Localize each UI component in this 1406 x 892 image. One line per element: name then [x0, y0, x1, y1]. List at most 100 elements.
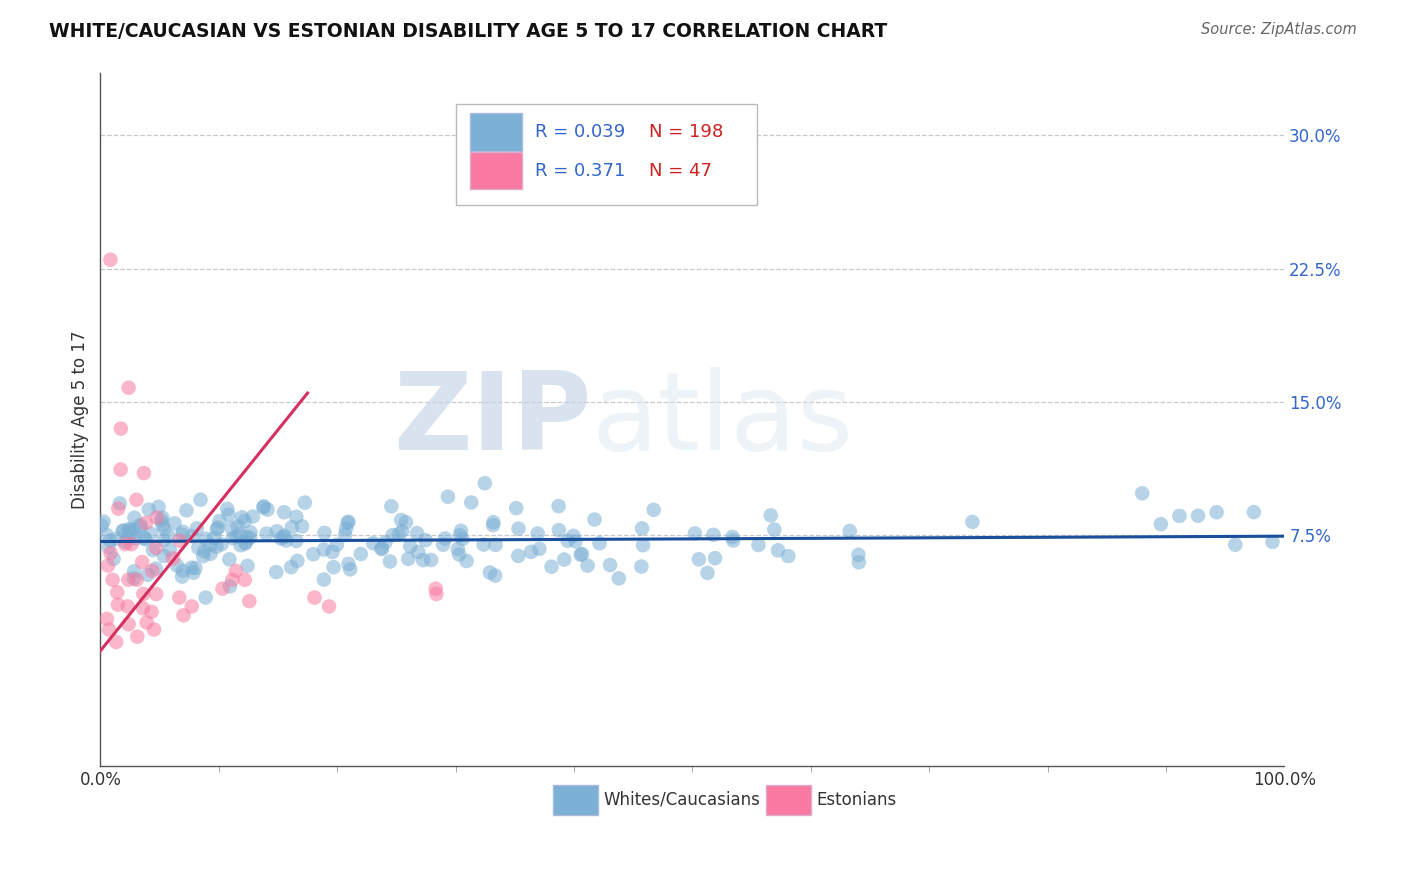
Point — [696, 566, 718, 580]
Point — [389, 513, 412, 527]
Point — [526, 526, 548, 541]
Point — [153, 522, 176, 536]
Point — [233, 573, 256, 587]
Point — [478, 566, 501, 580]
Point — [388, 527, 411, 541]
Point — [236, 530, 259, 544]
Point — [312, 573, 335, 587]
Point — [101, 573, 124, 587]
Point — [631, 521, 654, 535]
Point — [163, 516, 186, 531]
Point — [285, 509, 308, 524]
Point — [122, 565, 145, 579]
Point — [200, 547, 222, 561]
Point — [838, 524, 860, 538]
Point — [607, 571, 630, 585]
Point — [131, 555, 153, 569]
Point — [150, 513, 173, 527]
Point — [569, 548, 592, 562]
Point — [114, 537, 136, 551]
Point — [121, 537, 143, 551]
Point — [562, 529, 585, 543]
Point — [406, 526, 429, 541]
Point — [460, 495, 482, 509]
Point — [361, 536, 384, 550]
Text: WHITE/CAUCASIAN VS ESTONIAN DISABILITY AGE 5 TO 17 CORRELATION CHART: WHITE/CAUCASIAN VS ESTONIAN DISABILITY A… — [49, 22, 887, 41]
Point — [143, 623, 166, 637]
Point — [205, 540, 228, 554]
Point — [631, 538, 654, 552]
Point — [132, 587, 155, 601]
Point — [211, 537, 233, 551]
Point — [380, 500, 402, 514]
Point — [766, 543, 789, 558]
Point — [152, 533, 174, 547]
Point — [1261, 535, 1284, 549]
Point — [553, 552, 575, 566]
Point — [456, 554, 478, 568]
Point — [125, 532, 148, 546]
Point — [529, 541, 551, 556]
Point — [339, 562, 361, 576]
Point — [318, 599, 340, 614]
Point — [97, 558, 120, 573]
Point — [256, 502, 278, 516]
Point — [302, 547, 325, 561]
Point — [273, 505, 295, 519]
Point — [169, 533, 191, 548]
Point — [111, 524, 134, 538]
Point — [200, 538, 222, 552]
Point — [396, 552, 419, 566]
Point — [391, 524, 413, 538]
Point — [688, 552, 710, 566]
Point — [184, 561, 207, 575]
Point — [683, 526, 706, 541]
Point — [1225, 538, 1247, 552]
Point — [105, 635, 128, 649]
Y-axis label: Disability Age 5 to 17: Disability Age 5 to 17 — [72, 330, 89, 509]
Point — [110, 422, 132, 436]
Point — [105, 532, 128, 546]
Point — [576, 558, 599, 573]
FancyBboxPatch shape — [456, 104, 758, 205]
Point — [100, 546, 122, 560]
Point — [547, 499, 569, 513]
Point — [1187, 508, 1209, 523]
Point — [425, 587, 447, 601]
Point — [225, 564, 247, 578]
Point — [135, 516, 157, 530]
Point — [588, 536, 610, 550]
Point — [172, 564, 194, 578]
Point — [337, 515, 360, 529]
Point — [508, 549, 530, 563]
Point — [218, 508, 240, 522]
Point — [484, 568, 506, 582]
Point — [266, 524, 288, 539]
Point — [180, 560, 202, 574]
Point — [205, 522, 228, 536]
Point — [129, 520, 152, 534]
Point — [270, 532, 292, 546]
Point — [630, 559, 652, 574]
Point — [125, 573, 148, 587]
Point — [181, 529, 204, 543]
Point — [962, 515, 984, 529]
Point — [374, 535, 396, 549]
Point — [242, 509, 264, 524]
Point — [1243, 505, 1265, 519]
Point — [1130, 486, 1153, 500]
Point — [1205, 505, 1227, 519]
Point — [202, 531, 225, 545]
Point — [312, 542, 335, 557]
Point — [132, 531, 155, 545]
Point — [322, 560, 344, 574]
Point — [172, 524, 194, 539]
Point — [193, 549, 215, 564]
Point — [186, 521, 208, 535]
Point — [557, 533, 579, 548]
Point — [218, 552, 240, 566]
Point — [117, 599, 139, 614]
Point — [142, 543, 165, 558]
FancyBboxPatch shape — [553, 784, 598, 815]
Point — [449, 528, 471, 542]
